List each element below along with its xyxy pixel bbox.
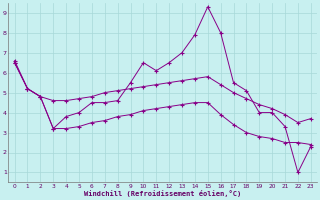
X-axis label: Windchill (Refroidissement éolien,°C): Windchill (Refroidissement éolien,°C) <box>84 190 241 197</box>
